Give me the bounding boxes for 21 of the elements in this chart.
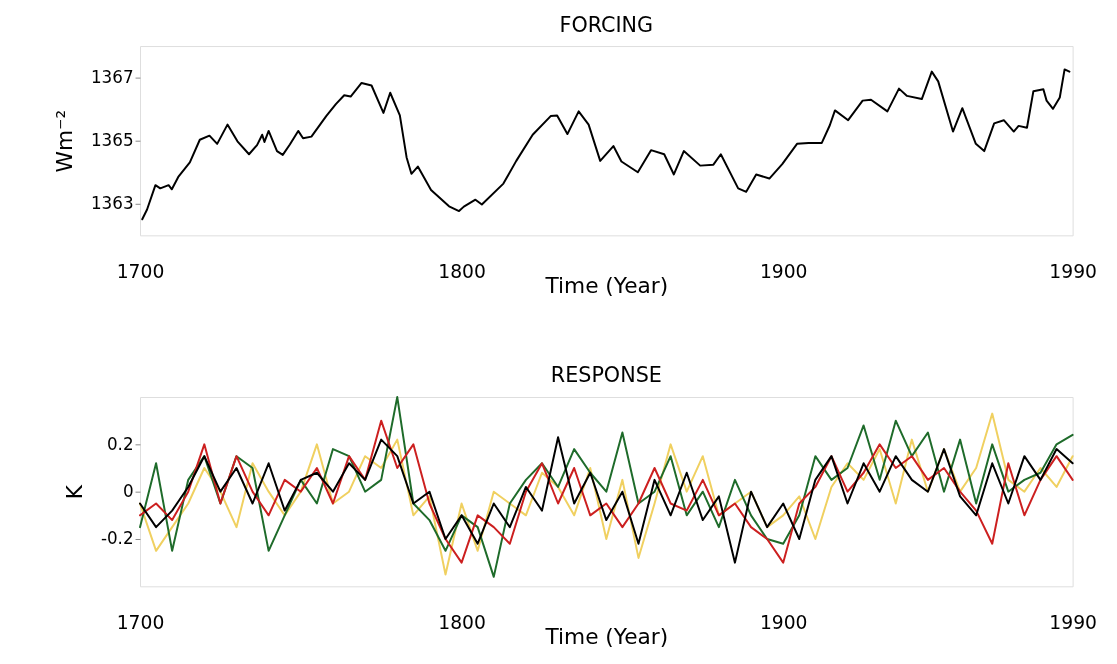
x-tick-label: 1990 (1049, 261, 1097, 283)
x-tick-label: 1700 (116, 261, 165, 283)
y-tick-label: 1363 (90, 193, 134, 214)
x-axis-title: Time (Year) (544, 273, 669, 299)
y-tick-label: -0.2 (100, 528, 134, 549)
y-tick-label: 1365 (90, 130, 134, 151)
y-tick-label: 0.2 (106, 433, 134, 454)
x-tick-label: 1800 (438, 261, 486, 283)
y-axis-title: K (62, 484, 88, 500)
y-tick-label: 0 (122, 481, 134, 502)
x-tick-label: 1990 (1049, 612, 1097, 634)
x-axis-title: Time (Year) (544, 623, 669, 649)
line-series (141, 68, 1071, 221)
chart-title: FORCING (559, 13, 654, 38)
y-tick-label: 1367 (90, 67, 134, 88)
chart-title: RESPONSE (550, 363, 662, 388)
x-tick-label: 1900 (759, 612, 808, 634)
x-tick-label: 1700 (116, 612, 165, 634)
x-tick-label: 1800 (438, 612, 486, 634)
x-tick-label: 1900 (759, 261, 808, 283)
y-axis-title: Wm⁻² (52, 109, 78, 173)
